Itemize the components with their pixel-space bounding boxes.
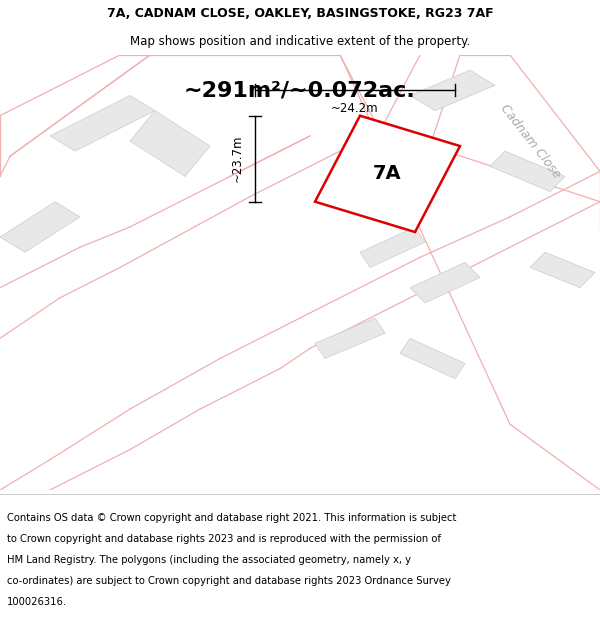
- Polygon shape: [400, 338, 465, 379]
- Text: Map shows position and indicative extent of the property.: Map shows position and indicative extent…: [130, 35, 470, 48]
- Polygon shape: [130, 111, 210, 176]
- Text: 7A: 7A: [373, 164, 402, 183]
- Polygon shape: [410, 70, 495, 111]
- Text: ~291m²/~0.072ac.: ~291m²/~0.072ac.: [184, 81, 416, 101]
- Text: ~23.7m: ~23.7m: [230, 135, 244, 182]
- Text: co-ordinates) are subject to Crown copyright and database rights 2023 Ordnance S: co-ordinates) are subject to Crown copyr…: [7, 576, 451, 586]
- Polygon shape: [0, 202, 80, 252]
- Polygon shape: [50, 96, 155, 151]
- Text: Cadnam Close: Cadnam Close: [497, 101, 563, 181]
- Text: Contains OS data © Crown copyright and database right 2021. This information is : Contains OS data © Crown copyright and d…: [7, 513, 457, 523]
- Text: 100026316.: 100026316.: [7, 597, 67, 607]
- Text: 7A, CADNAM CLOSE, OAKLEY, BASINGSTOKE, RG23 7AF: 7A, CADNAM CLOSE, OAKLEY, BASINGSTOKE, R…: [107, 8, 493, 20]
- Polygon shape: [490, 151, 565, 192]
- Polygon shape: [360, 227, 425, 268]
- Text: HM Land Registry. The polygons (including the associated geometry, namely x, y: HM Land Registry. The polygons (includin…: [7, 555, 411, 565]
- Polygon shape: [410, 262, 480, 303]
- Polygon shape: [315, 318, 385, 359]
- Polygon shape: [530, 253, 595, 288]
- Text: to Crown copyright and database rights 2023 and is reproduced with the permissio: to Crown copyright and database rights 2…: [7, 534, 441, 544]
- Text: ~24.2m: ~24.2m: [331, 102, 379, 115]
- Polygon shape: [315, 116, 460, 232]
